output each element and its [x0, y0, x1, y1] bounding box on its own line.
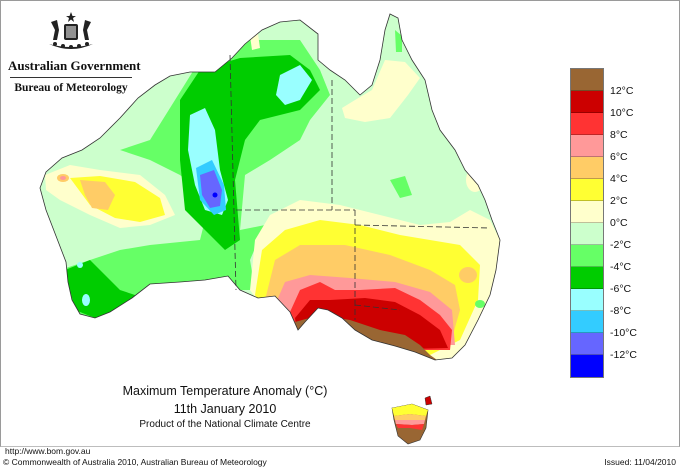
legend-swatch — [571, 135, 603, 157]
legend-label: 6°C — [610, 151, 628, 163]
map-product: Product of the National Climate Centre — [139, 419, 311, 430]
coat-of-arms-icon — [49, 12, 93, 49]
bom-url-link[interactable]: http://www.bom.gov.au — [5, 446, 91, 456]
legend-swatch — [571, 157, 603, 179]
legend-swatch — [571, 245, 603, 267]
legend-label: -6°C — [610, 283, 632, 295]
legend-label: -10°C — [610, 327, 637, 339]
legend-swatch — [571, 289, 603, 311]
legend-swatch — [571, 91, 603, 113]
tasmania — [391, 395, 433, 445]
legend-swatch — [571, 113, 603, 135]
legend-label: 4°C — [610, 173, 628, 185]
logo-divider — [10, 77, 132, 78]
legend-label: -12°C — [610, 349, 637, 361]
legend-label: 2°C — [610, 195, 628, 207]
legend-swatch — [571, 201, 603, 223]
issued-date: Issued: 11/04/2010 — [604, 457, 676, 467]
map-date: 11th January 2010 — [173, 402, 277, 416]
bom-logo: Australian Government Bureau of Meteorol… — [8, 10, 141, 94]
legend-label: 10°C — [610, 107, 634, 119]
map-title: Maximum Temperature Anomaly (°C) — [122, 384, 328, 398]
legend-label: 0°C — [610, 217, 628, 229]
legend-label: 8°C — [610, 129, 628, 141]
legend-label: -8°C — [610, 305, 632, 317]
legend-scale — [570, 68, 604, 378]
map-caption: Maximum Temperature Anomaly (°C) 11th Ja… — [110, 384, 340, 430]
bureau-name: Bureau of Meteorology — [14, 82, 128, 94]
legend-swatch — [571, 179, 603, 201]
copyright-text: © Commonwealth of Australia 2010, Austra… — [3, 457, 267, 467]
legend-label: -4°C — [610, 261, 632, 273]
legend-swatch — [571, 69, 603, 91]
legend-swatch — [571, 267, 603, 289]
anomaly-map — [39, 13, 501, 445]
legend-swatch — [571, 223, 603, 245]
legend-swatch — [571, 355, 603, 377]
legend-label: -2°C — [610, 239, 632, 251]
legend-label: 12°C — [610, 85, 634, 97]
legend-swatch — [571, 311, 603, 333]
legend-swatch — [571, 333, 603, 355]
agency-name: Australian Government — [8, 58, 141, 73]
color-legend: 12°C 10°C 8°C 6°C 4°C 2°C 0°C -2°C -4°C … — [570, 68, 637, 378]
